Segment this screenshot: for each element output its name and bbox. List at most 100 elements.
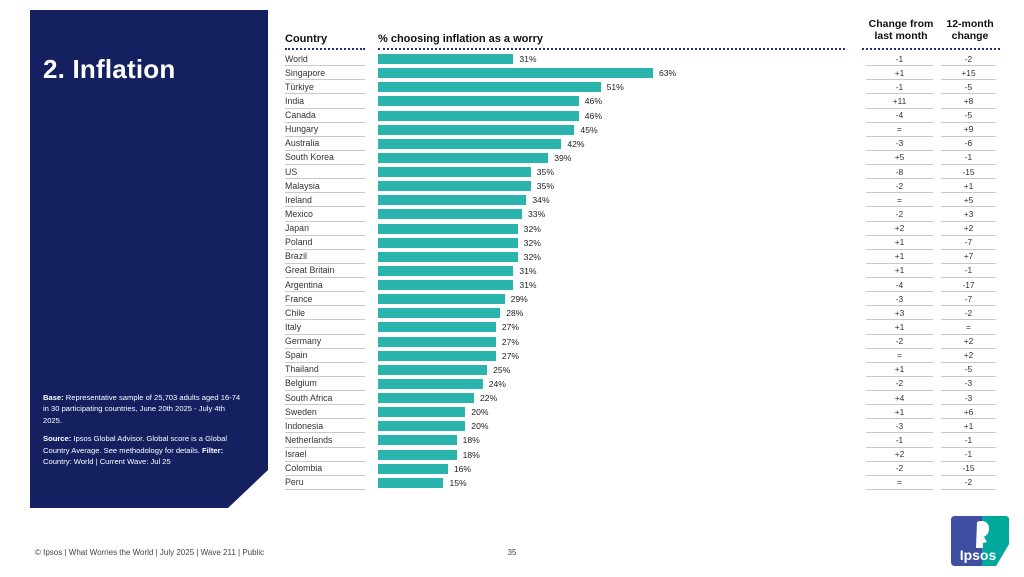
change-12-month-value: -6: [941, 137, 996, 151]
value-bar: [378, 407, 466, 418]
ipsos-face-icon: [976, 520, 990, 548]
change-12-month-value: -15: [941, 462, 996, 476]
value-label: 18%: [462, 435, 480, 446]
country-label: US: [285, 165, 365, 180]
table-row: Belgium 24% -2 -3: [285, 377, 1000, 391]
country-label: Ireland: [285, 193, 365, 208]
change-last-month-value: +4: [866, 391, 933, 406]
country-label: Great Britain: [285, 264, 365, 278]
value-label: 16%: [453, 463, 472, 474]
country-column-header: Country: [285, 33, 365, 50]
page-number: 35: [507, 548, 517, 557]
change-last-month-value: -4: [866, 109, 933, 123]
change-12-month-value: +9: [941, 123, 996, 137]
value-label: 32%: [523, 223, 541, 234]
change-last-month-value: -3: [866, 419, 933, 434]
change-12-month-value: +2: [941, 349, 996, 363]
change-12-month-value: -7: [941, 236, 996, 250]
change-last-month-value: +2: [866, 222, 933, 236]
change-last-month-header: Change from last month: [868, 17, 934, 42]
change-12-month-value: +8: [941, 94, 996, 109]
sidebar-notes: Base: Representative sample of 25,703 ad…: [43, 392, 243, 474]
country-label: Australia: [285, 137, 365, 151]
base-note: Base: Representative sample of 25,703 ad…: [43, 393, 241, 425]
bar-cell: 31%: [378, 264, 862, 278]
value-bar: [378, 463, 448, 474]
country-label: South Africa: [285, 391, 365, 406]
value-bar: [378, 251, 518, 262]
change-12-month-value: -5: [941, 109, 996, 123]
bar-cell: 18%: [378, 448, 862, 462]
change-last-month-value: -2: [866, 179, 933, 194]
change-12-month-value: -1: [941, 448, 996, 462]
bar-cell: 32%: [378, 250, 862, 264]
change-last-month-value: =: [866, 349, 933, 363]
value-bar: [378, 223, 518, 234]
value-label: 27%: [501, 322, 520, 333]
country-label: India: [285, 94, 365, 109]
bar-cell: 31%: [378, 52, 862, 66]
change-12-month-value: -15: [941, 165, 996, 180]
bar-cell: 31%: [378, 278, 862, 292]
footer-copyright: © Ipsos | What Worries the World | July …: [35, 548, 265, 557]
change-12-month-value: -3: [941, 391, 996, 406]
country-label: Italy: [285, 320, 365, 335]
value-bar: [378, 82, 601, 93]
table-row: Colombia 16% -2 -15: [285, 462, 1000, 476]
change-last-month-value: +1: [866, 264, 933, 278]
change-12-month-value: +2: [941, 222, 996, 236]
change-last-month-value: -2: [866, 335, 933, 349]
bar-cell: 35%: [378, 179, 862, 193]
value-bar: [378, 336, 496, 347]
value-label: 28%: [506, 308, 524, 319]
value-label: 34%: [532, 195, 550, 206]
table-row: Türkiye 51% -1 -5: [285, 80, 1000, 95]
table-row: Germany 27% -2 +2: [285, 335, 1000, 349]
country-label: Netherlands: [285, 433, 365, 448]
change-last-month-value: -3: [866, 292, 933, 307]
value-label: 27%: [501, 350, 520, 361]
value-label: 20%: [471, 407, 489, 418]
value-bar: [378, 195, 527, 206]
bar-cell: 15%: [378, 476, 862, 490]
value-bar: [378, 393, 475, 404]
bar-cell: 20%: [378, 419, 862, 433]
table-row: Singapore 63% +1 +15: [285, 66, 1000, 81]
change-12-month-value: +15: [941, 66, 996, 81]
bar-cell: 22%: [378, 391, 862, 405]
country-label: Brazil: [285, 250, 365, 264]
value-bar: [378, 477, 444, 488]
change-last-month-value: -8: [866, 165, 933, 180]
value-bar: [378, 138, 562, 149]
value-label: 25%: [493, 364, 511, 375]
value-label: 39%: [554, 152, 572, 163]
value-label: 33%: [528, 209, 546, 220]
bar-cell: 25%: [378, 363, 862, 377]
table-row: Poland 32% +1 -7: [285, 236, 1000, 250]
table-row: Canada 46% -4 -5: [285, 109, 1000, 123]
bar-cell: 29%: [378, 292, 862, 306]
country-label: South Korea: [285, 151, 365, 165]
bar-cell: 28%: [378, 306, 862, 320]
bar-cell: 46%: [378, 94, 862, 108]
bar-cell: 16%: [378, 462, 862, 476]
table-row: Spain 27% = +2: [285, 349, 1000, 363]
value-bar: [378, 308, 501, 319]
chart-title: % choosing inflation as a worry: [378, 33, 845, 50]
page-title: 2. Inflation: [43, 54, 176, 84]
value-bar: [378, 96, 579, 107]
value-label: 35%: [536, 181, 554, 192]
bar-cell: 18%: [378, 433, 862, 447]
bar-cell: 34%: [378, 193, 862, 207]
value-bar: [378, 152, 549, 163]
change-12-month-value: +2: [941, 335, 996, 349]
table-row: Indonesia 20% -3 +1: [285, 419, 1000, 434]
change-last-month-value: -1: [866, 433, 933, 448]
change-12-month-value: -17: [941, 278, 996, 293]
country-label: Malaysia: [285, 179, 365, 194]
table-row: Brazil 32% +1 +7: [285, 250, 1000, 264]
value-bar: [378, 435, 457, 446]
change-last-month-value: +1: [866, 405, 933, 420]
change-12-month-header: 12-month change: [946, 17, 994, 42]
change-last-month-value: +1: [866, 363, 933, 377]
